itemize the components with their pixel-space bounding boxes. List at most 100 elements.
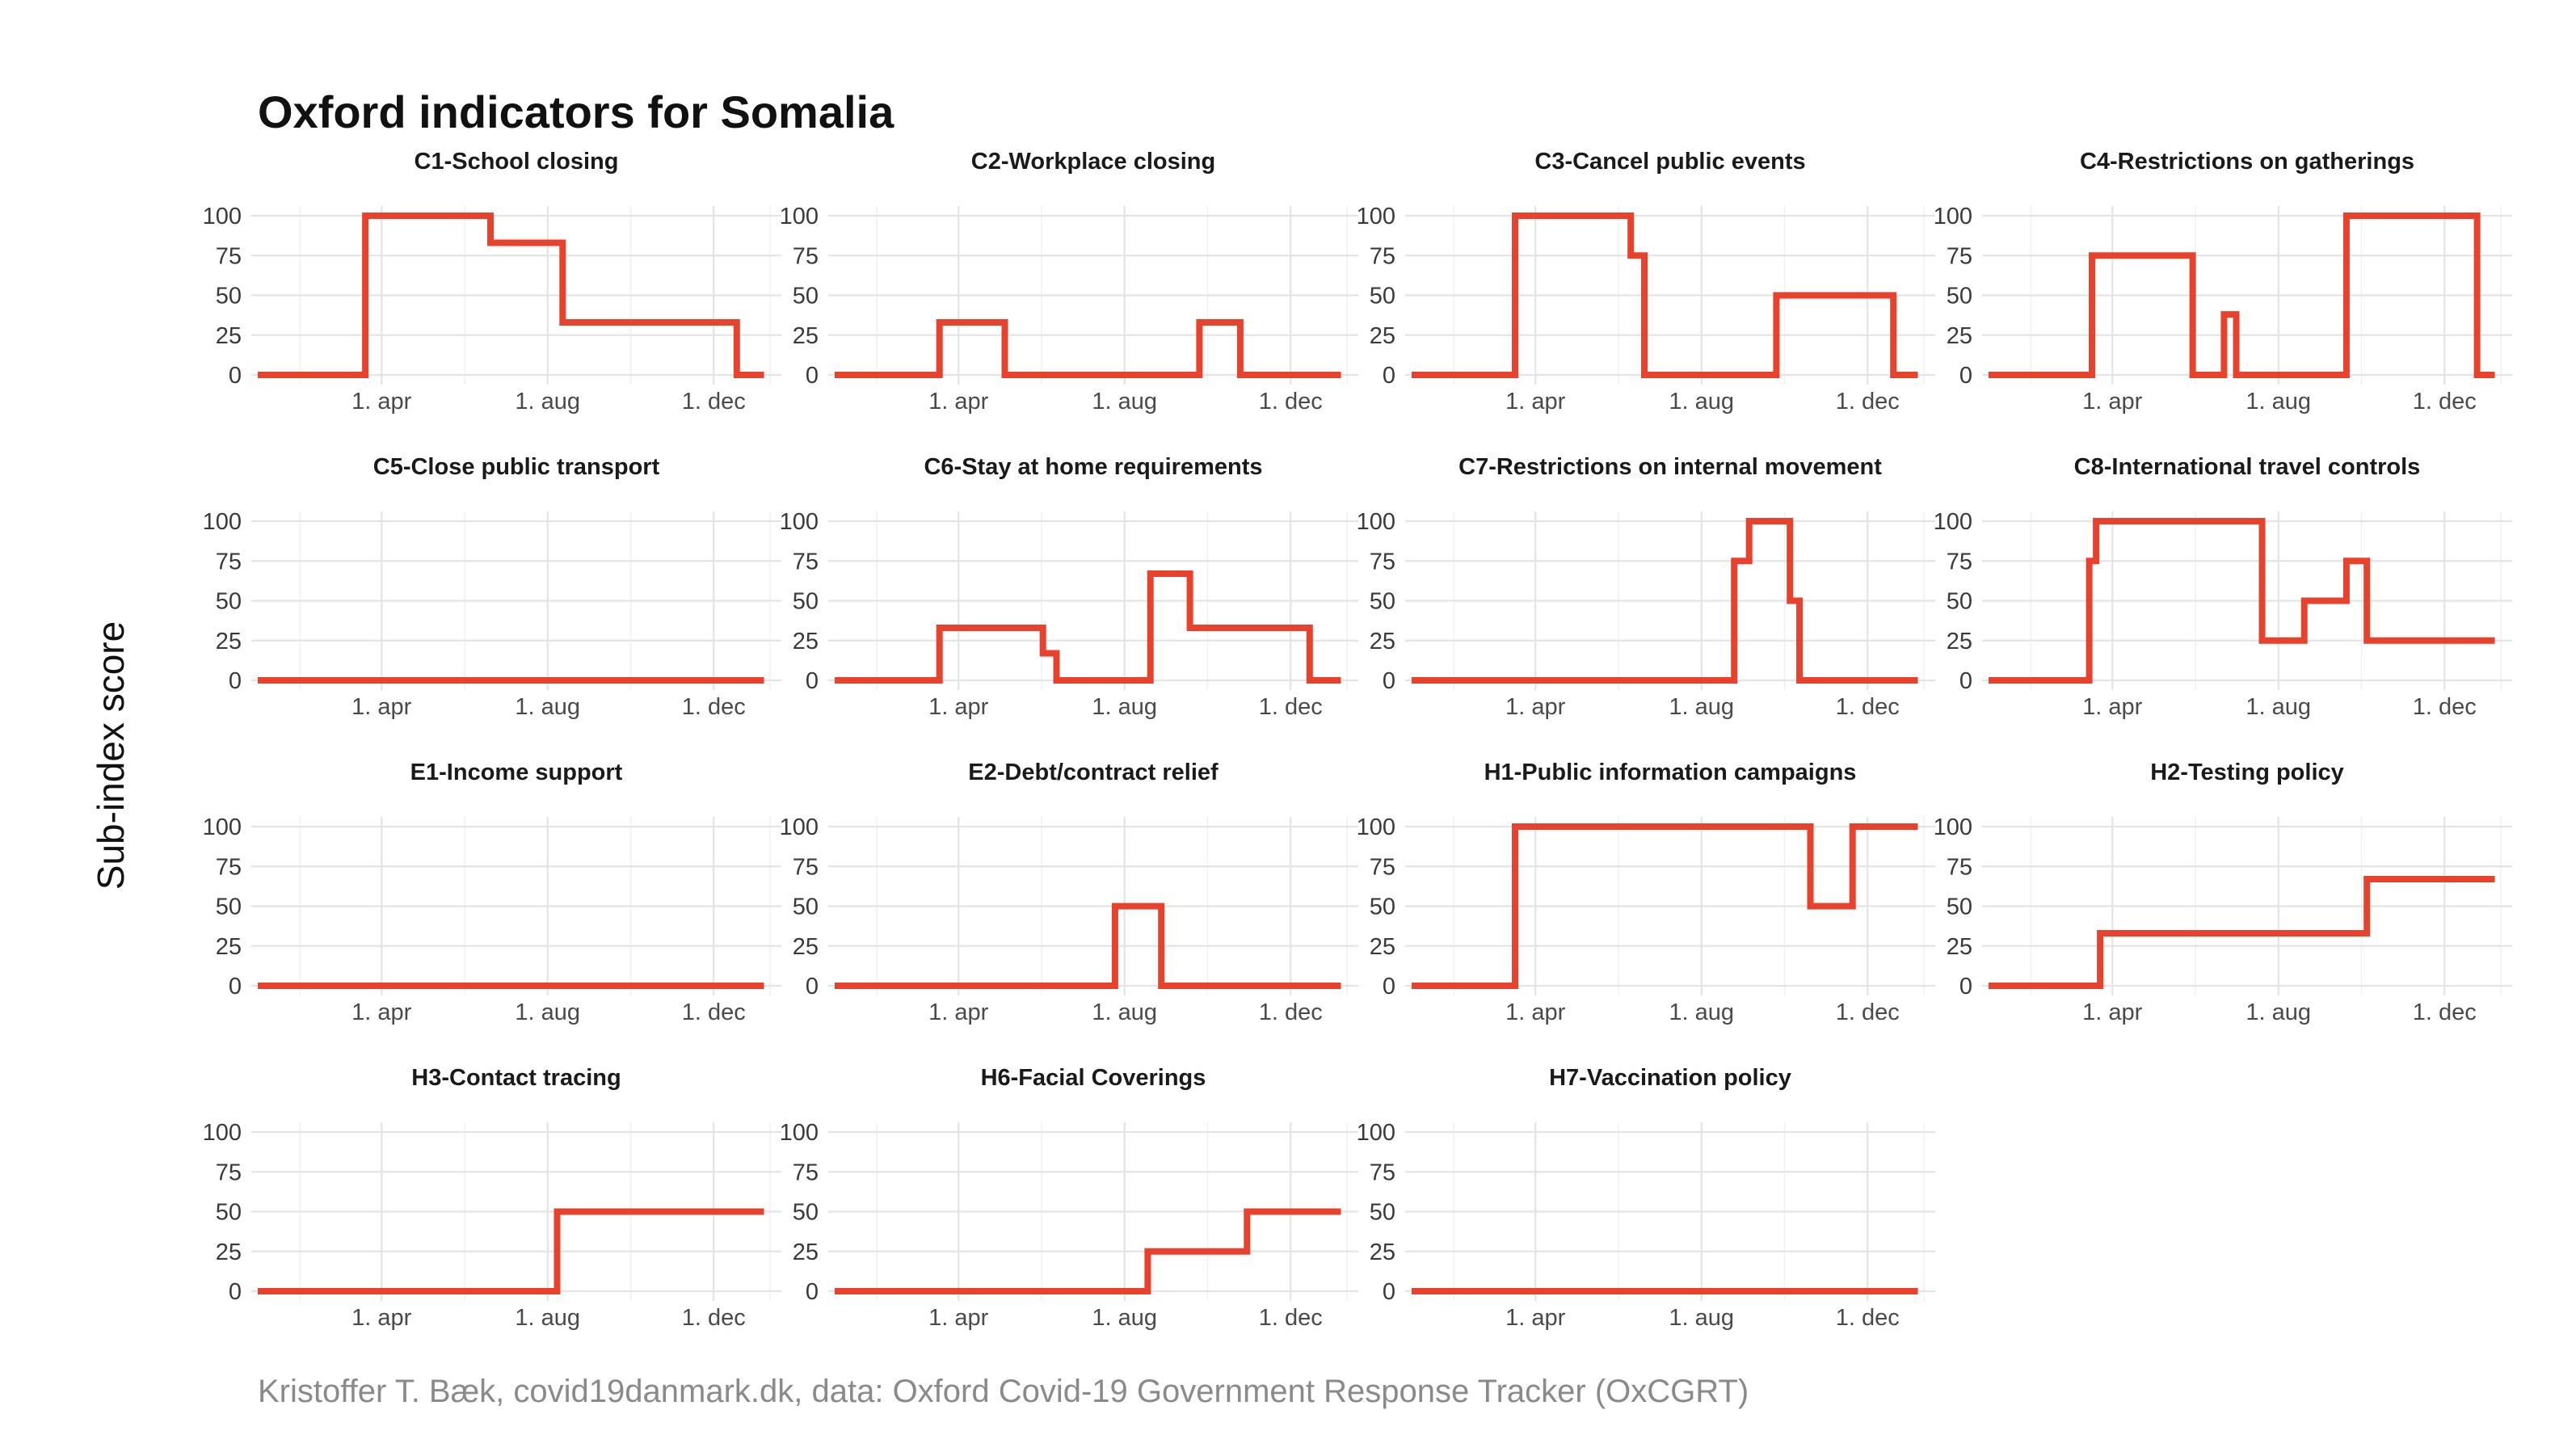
x-tick-label: 1. aug [1669, 389, 1734, 415]
x-tick-label: 1. dec [682, 1305, 746, 1331]
series-line [1412, 823, 1918, 989]
x-tick-label: 1. apr [1505, 389, 1565, 415]
x-tick-label: 1. apr [1505, 694, 1565, 720]
y-tick-label: 25 [793, 323, 819, 349]
y-tick-label: 0 [229, 363, 242, 389]
panel-title: C6-Stay at home requirements [924, 454, 1262, 480]
y-tick-label: 50 [1370, 589, 1395, 615]
x-tick-label: 1. aug [1669, 1000, 1734, 1025]
y-tick-label: 0 [229, 974, 242, 1000]
x-tick-label: 1. apr [1505, 1000, 1565, 1025]
y-tick-label: 100 [780, 509, 819, 535]
y-tick-label: 0 [1383, 363, 1395, 389]
x-tick-label: 1. aug [515, 694, 580, 720]
panel-title: H3-Contact tracing [411, 1065, 621, 1091]
y-tick-label: 50 [216, 284, 242, 309]
y-tick-label: 100 [203, 814, 242, 840]
y-tick-label: 75 [216, 1160, 242, 1185]
panel-title: C7-Restrictions on internal movement [1458, 454, 1882, 480]
y-tick-label: 100 [780, 814, 819, 840]
x-tick-label: 1. dec [682, 389, 746, 415]
panel: 0 25 50 75 100 1. apr 1. aug 1. dec E2-Debt/cont… [780, 760, 1358, 1025]
y-tick-label: 25 [216, 629, 242, 654]
x-tick-label: 1. aug [1669, 694, 1734, 720]
panel: 0 25 50 75 100 1. apr 1. aug 1. dec C5-Close pub… [203, 454, 781, 720]
panel-title: H7-Vaccination policy [1549, 1065, 1791, 1091]
y-tick-label: 0 [1383, 668, 1395, 694]
y-tick-label: 100 [203, 1120, 242, 1146]
y-tick-label: 25 [1947, 629, 1972, 654]
x-tick-label: 1. dec [2413, 389, 2477, 415]
series-line [258, 1208, 764, 1294]
y-tick-label: 75 [793, 1160, 819, 1185]
x-tick-label: 1. apr [928, 1000, 988, 1025]
x-tick-label: 1. dec [1259, 694, 1323, 720]
y-tick-label: 25 [1370, 934, 1395, 960]
y-tick-label: 75 [793, 854, 819, 880]
y-tick-label: 50 [1370, 894, 1395, 920]
y-tick-label: 25 [216, 323, 242, 349]
x-tick-label: 1. apr [928, 1305, 988, 1331]
x-tick-label: 1. dec [1836, 1000, 1900, 1025]
y-tick-label: 50 [216, 894, 242, 920]
x-tick-label: 1. apr [351, 1305, 411, 1331]
y-tick-label: 100 [1357, 509, 1395, 535]
y-tick-label: 100 [1357, 1120, 1395, 1146]
y-tick-label: 0 [1383, 974, 1395, 1000]
panel-title: C2-Workplace closing [971, 149, 1215, 175]
y-tick-label: 75 [216, 854, 242, 880]
y-tick-label: 50 [1947, 894, 1972, 920]
panel: 0 25 50 75 100 1. apr 1. aug 1. dec C1-School cl… [203, 149, 781, 415]
y-tick-label: 50 [793, 894, 819, 920]
y-tick-label: 25 [1370, 323, 1395, 349]
x-tick-label: 1. dec [1259, 1000, 1323, 1025]
x-tick-label: 1. dec [2413, 1000, 2477, 1025]
y-tick-label: 0 [806, 668, 819, 694]
y-tick-label: 100 [1934, 204, 1972, 229]
panel-title: H6-Facial Coverings [981, 1065, 1206, 1091]
panel-title: C4-Restrictions on gatherings [2080, 149, 2414, 175]
y-tick-label: 50 [793, 589, 819, 615]
x-tick-label: 1. aug [515, 389, 580, 415]
x-tick-label: 1. dec [682, 694, 746, 720]
y-tick-label: 75 [1370, 549, 1395, 575]
y-tick-label: 75 [216, 549, 242, 575]
panel: 0 25 50 75 100 1. apr 1. aug 1. dec H3-Contact t… [203, 1065, 781, 1331]
y-tick-label: 75 [1370, 243, 1395, 269]
panel-title: H1-Public information campaigns [1484, 760, 1857, 785]
y-tick-label: 25 [1947, 934, 1972, 960]
x-tick-label: 1. apr [351, 389, 411, 415]
panel-title: H2-Testing policy [2150, 760, 2344, 785]
x-tick-label: 1. dec [2413, 694, 2477, 720]
y-tick-label: 25 [793, 1239, 819, 1265]
y-tick-label: 0 [806, 1279, 819, 1305]
y-tick-label: 0 [1383, 1279, 1395, 1305]
y-tick-label: 50 [1370, 284, 1395, 309]
y-tick-label: 75 [1370, 1160, 1395, 1185]
panel-title: C8-International travel controls [2074, 454, 2421, 480]
y-tick-label: 100 [1357, 204, 1395, 229]
panel-title: C3-Cancel public events [1534, 149, 1805, 175]
panel: 0 25 50 75 100 1. apr 1. aug 1. dec H7-Vaccinati… [1357, 1065, 1935, 1331]
y-tick-label: 75 [1947, 854, 1972, 880]
x-tick-label: 1. aug [2246, 1000, 2311, 1025]
x-tick-label: 1. apr [351, 694, 411, 720]
y-tick-label: 25 [1947, 323, 1972, 349]
y-tick-label: 25 [793, 629, 819, 654]
series-line [1412, 213, 1918, 378]
y-tick-label: 75 [793, 243, 819, 269]
x-tick-label: 1. dec [1836, 389, 1900, 415]
x-tick-label: 1. aug [1669, 1305, 1734, 1331]
x-tick-label: 1. aug [2246, 389, 2311, 415]
panel-title: E1-Income support [410, 760, 623, 785]
y-tick-label: 0 [1959, 974, 1972, 1000]
x-tick-label: 1. aug [515, 1305, 580, 1331]
x-tick-label: 1. apr [928, 694, 988, 720]
x-tick-label: 1. apr [2082, 389, 2142, 415]
y-tick-label: 50 [216, 1200, 242, 1226]
panel: 0 25 50 75 100 1. apr 1. aug 1. dec C8-Internati… [1934, 454, 2512, 720]
chart-title: Oxford indicators for Somalia [258, 86, 894, 137]
panel: 0 25 50 75 100 1. apr 1. aug 1. dec H2-Testing p… [1934, 760, 2512, 1025]
series-line [1412, 518, 1918, 684]
